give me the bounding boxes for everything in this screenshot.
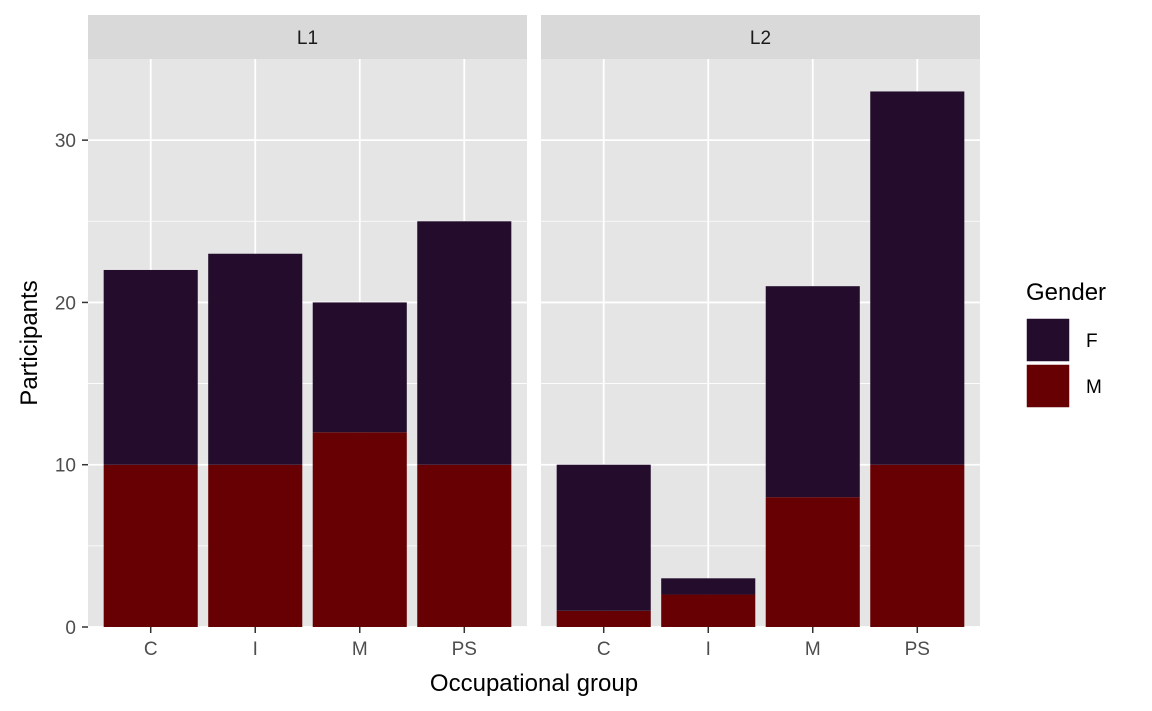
bar-f-l2-c <box>556 464 651 611</box>
bar-m-l2-c <box>556 610 651 627</box>
legend-label-m: M <box>1086 377 1102 398</box>
facet-strip <box>88 15 527 59</box>
legend-title: Gender <box>1026 279 1106 306</box>
x-tick-label: PS <box>905 639 930 660</box>
y-tick-label: 10 <box>55 456 76 477</box>
bar-f-l2-i <box>661 578 756 595</box>
bar-f-l2-ps <box>870 91 965 465</box>
y-tick-label: 0 <box>65 618 76 639</box>
bar-m-l2-ps <box>870 464 965 627</box>
x-axis-title: Occupational group <box>430 670 638 697</box>
x-tick-label: I <box>253 639 258 660</box>
bar-m-l1-c <box>103 464 198 627</box>
facet-strip <box>541 15 980 59</box>
x-tick-label: C <box>144 639 158 660</box>
y-tick-label: 20 <box>55 293 76 314</box>
legend-label-f: F <box>1086 331 1098 352</box>
x-tick-label: PS <box>452 639 477 660</box>
facet-panels: L1 C I M PS L2 C I M PS <box>88 15 980 660</box>
bar-f-l1-ps <box>417 221 512 465</box>
x-tick-label: I <box>706 639 711 660</box>
facet-panel-l1: L1 C I M PS <box>88 15 527 660</box>
legend-key-f <box>1025 317 1071 363</box>
x-tick-label: C <box>597 639 611 660</box>
bar-f-l1-m <box>312 302 407 433</box>
x-tick-label: M <box>352 639 368 660</box>
bar-f-l1-i <box>208 253 303 465</box>
legend-key-m <box>1025 363 1071 409</box>
y-tick-label: 30 <box>55 131 76 152</box>
bar-m-l1-i <box>208 464 303 627</box>
bar-f-l1-c <box>103 269 198 465</box>
bar-m-l1-m <box>312 432 407 627</box>
bar-m-l1-ps <box>417 464 512 627</box>
facet-strip-label: L1 <box>297 28 318 49</box>
x-tick-label: M <box>805 639 821 660</box>
bar-m-l2-i <box>661 594 756 627</box>
facet-strip-label: L2 <box>750 28 771 49</box>
legend: Gender F M <box>1025 279 1106 409</box>
bar-m-l2-m <box>765 497 860 627</box>
bar-f-l2-m <box>765 286 860 498</box>
y-axis: 0 10 20 30 <box>55 131 88 639</box>
y-axis-title: Participants <box>16 280 43 405</box>
facet-panel-l2: L2 C I M PS <box>541 15 980 660</box>
